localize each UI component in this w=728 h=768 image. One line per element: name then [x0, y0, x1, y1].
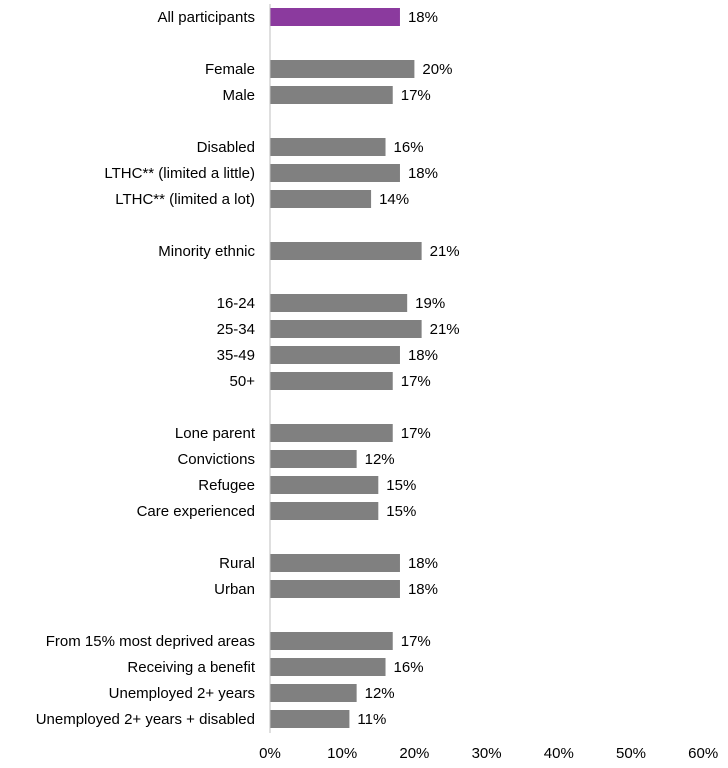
category-label-8: 25-34	[217, 321, 255, 338]
value-label-16: 18%	[408, 581, 438, 598]
x-tick-label-1: 10%	[327, 745, 357, 762]
bar-3	[270, 138, 386, 156]
bar-0	[270, 8, 400, 26]
value-labels: 18% 20% 17% 16% 18% 14% 21% 19% 21% 18% 17% 17% 12% 1…	[357, 9, 459, 728]
category-label-6: Minority ethnic	[158, 243, 255, 260]
bar-2	[270, 86, 393, 104]
value-label-10: 17%	[401, 373, 431, 390]
bar-10	[270, 372, 393, 390]
category-label-17: From 15% most deprived areas	[46, 633, 255, 650]
bar-7	[270, 294, 408, 312]
value-label-13: 15%	[386, 477, 416, 494]
bar-5	[270, 190, 372, 208]
bar-1	[270, 60, 415, 78]
category-label-12: Convictions	[177, 451, 255, 468]
bar-18	[270, 658, 386, 676]
bar-19	[270, 684, 357, 702]
category-label-20: Unemployed 2+ years + disabled	[36, 711, 255, 728]
x-axis-ticks: 0% 10% 20% 30% 40% 50% 60%	[259, 745, 718, 762]
bar-14	[270, 502, 379, 520]
value-label-5: 14%	[379, 191, 409, 208]
value-label-9: 18%	[408, 347, 438, 364]
bar-6	[270, 242, 422, 260]
value-label-7: 19%	[415, 295, 445, 312]
category-label-14: Care experienced	[137, 503, 255, 520]
category-label-19: Unemployed 2+ years	[109, 685, 255, 702]
category-label-4: LTHC** (limited a little)	[104, 165, 255, 182]
bars-group	[270, 8, 422, 728]
category-label-3: Disabled	[197, 139, 255, 156]
value-label-0: 18%	[408, 9, 438, 26]
category-label-0: All participants	[157, 9, 255, 26]
value-label-15: 18%	[408, 555, 438, 572]
bar-9	[270, 346, 400, 364]
x-tick-label-4: 40%	[544, 745, 574, 762]
category-label-16: Urban	[214, 581, 255, 598]
value-label-8: 21%	[430, 321, 460, 338]
x-tick-label-6: 60%	[688, 745, 718, 762]
category-label-7: 16-24	[217, 295, 255, 312]
category-label-13: Refugee	[198, 477, 255, 494]
value-label-6: 21%	[430, 243, 460, 260]
category-label-10: 50+	[230, 373, 256, 390]
bar-16	[270, 580, 400, 598]
category-label-9: 35-49	[217, 347, 255, 364]
category-label-15: Rural	[219, 555, 255, 572]
value-label-18: 16%	[394, 659, 424, 676]
category-label-18: Receiving a benefit	[127, 659, 255, 676]
value-label-17: 17%	[401, 633, 431, 650]
category-label-1: Female	[205, 61, 255, 78]
bar-4	[270, 164, 400, 182]
category-labels: All participants Female Male Disabled LTHC**…	[36, 9, 256, 728]
x-tick-label-2: 20%	[399, 745, 429, 762]
category-label-5: LTHC** (limited a lot)	[115, 191, 255, 208]
value-label-19: 12%	[365, 685, 395, 702]
bar-17	[270, 632, 393, 650]
category-label-2: Male	[222, 87, 255, 104]
value-label-4: 18%	[408, 165, 438, 182]
bar-11	[270, 424, 393, 442]
category-label-11: Lone parent	[175, 425, 256, 442]
bar-15	[270, 554, 400, 572]
bar-8	[270, 320, 422, 338]
value-label-3: 16%	[394, 139, 424, 156]
x-tick-label-5: 50%	[616, 745, 646, 762]
bar-13	[270, 476, 379, 494]
x-tick-label-3: 30%	[472, 745, 502, 762]
value-label-1: 20%	[422, 61, 452, 78]
bar-12	[270, 450, 357, 468]
value-label-11: 17%	[401, 425, 431, 442]
x-tick-label-0: 0%	[259, 745, 281, 762]
value-label-12: 12%	[365, 451, 395, 468]
value-label-14: 15%	[386, 503, 416, 520]
value-label-20: 11%	[357, 711, 386, 728]
bar-20	[270, 710, 350, 728]
value-label-2: 17%	[401, 87, 431, 104]
